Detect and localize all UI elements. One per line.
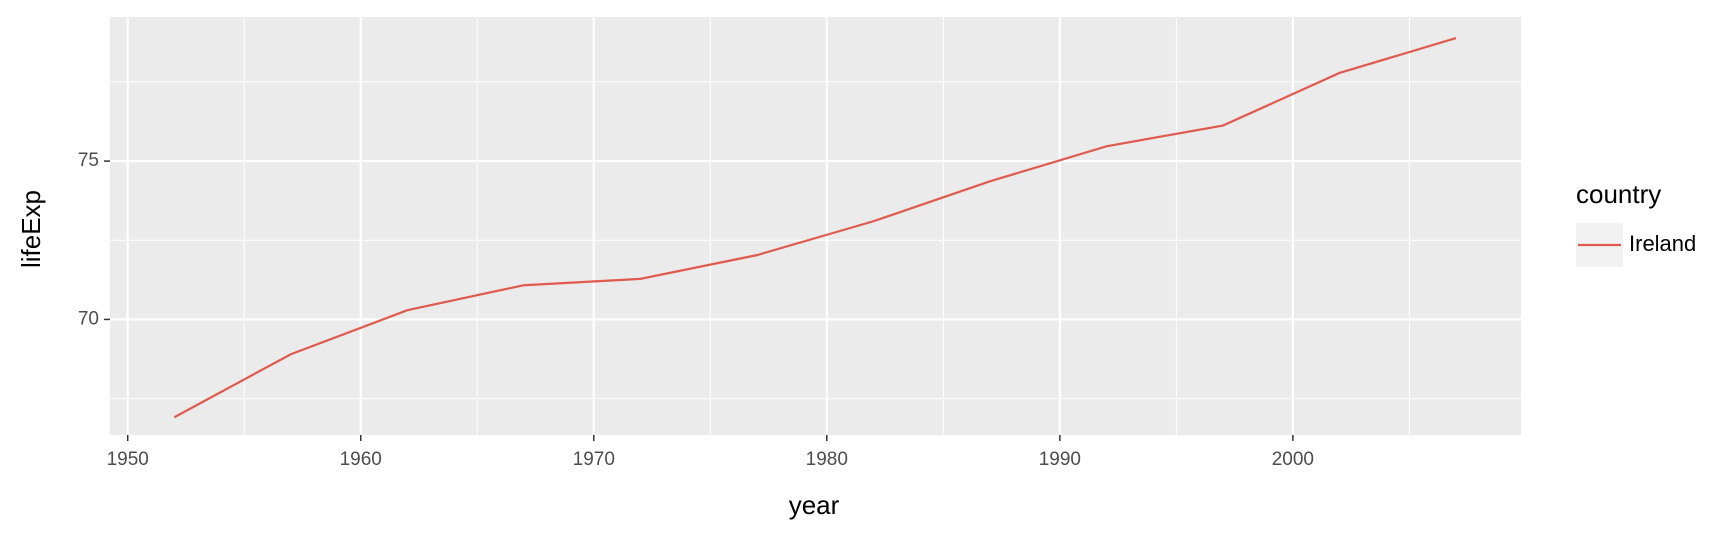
y-axis-title: lifeExp	[16, 190, 46, 268]
legend-title: country	[1576, 179, 1661, 209]
x-tick-label: 1980	[806, 449, 848, 470]
legend-label: Ireland	[1629, 231, 1696, 256]
x-tick-label: 2000	[1272, 449, 1314, 470]
x-tick-label: 1990	[1039, 449, 1081, 470]
plot-panel	[110, 17, 1521, 435]
y-tick-label: 75	[78, 150, 99, 171]
x-tick-label: 1970	[573, 449, 615, 470]
y-tick-label: 70	[78, 308, 99, 329]
data-line	[173, 37, 1457, 419]
x-axis-title: year	[789, 490, 840, 520]
x-tick-label: 1960	[340, 449, 382, 470]
x-tick-label: 1950	[107, 449, 149, 470]
